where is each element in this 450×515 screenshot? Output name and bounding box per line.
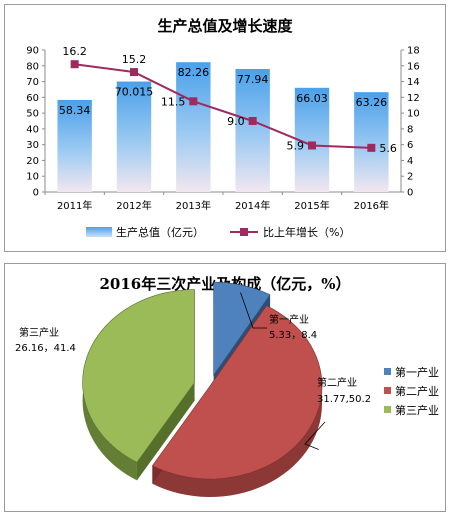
x-tick-label: 2014年 xyxy=(235,199,270,212)
pie-legend-label: 第三产业 xyxy=(395,403,439,417)
legend-growth-marker xyxy=(240,228,248,236)
gdp-data-label: 63.26 xyxy=(356,96,388,109)
y-tick-label: 30 xyxy=(26,140,39,151)
y2-tick-label: 18 xyxy=(407,46,420,57)
gdp-data-label: 82.26 xyxy=(178,66,210,79)
growth-data-label: 5.9 xyxy=(287,139,305,152)
y2-tick-label: 0 xyxy=(407,188,413,199)
pie-slice-wall xyxy=(136,382,195,481)
pie-slice-2 xyxy=(151,305,323,480)
legend-gdp-swatch xyxy=(86,227,112,237)
y2-tick-label: 12 xyxy=(407,93,420,104)
gdp-chart-panel: 生产总值及增长速度 0 10 20 30 40 50 60 70 80 90 0 2 4 6 8 10 12 14… xyxy=(4,4,446,252)
gdp-data-label: 66.03 xyxy=(296,92,328,105)
leader-line xyxy=(304,421,326,450)
y-tick-label: 80 xyxy=(26,61,39,72)
y-tick-label: 10 xyxy=(26,172,39,183)
y2-tick-label: 10 xyxy=(407,109,420,120)
growth-data-label: 9.0 xyxy=(227,115,245,128)
y-tick-label: 40 xyxy=(26,124,39,135)
gdp-combo-chart: 生产总值及增长速度 0 10 20 30 40 50 60 70 80 90 0 2 4 6 8 10 12 14… xyxy=(26,17,420,239)
pie-label-name: 第一产业 xyxy=(269,313,309,326)
y-tick-label: 60 xyxy=(26,93,39,104)
growth-line xyxy=(74,63,372,149)
x-tick-label: 2011年 xyxy=(57,199,92,212)
pie-legend-label: 第一产业 xyxy=(395,365,439,379)
x-tick-label: 2016年 xyxy=(354,199,389,212)
growth-marker xyxy=(308,141,316,150)
growth-data-label: 11.5 xyxy=(161,95,186,108)
gdp-bar xyxy=(235,69,270,192)
growth-data-label: 5.6 xyxy=(379,142,397,155)
gdp-data-label: 77.94 xyxy=(237,73,269,86)
y-tick-label: 90 xyxy=(26,46,39,57)
y2-tick-label: 16 xyxy=(407,61,420,72)
x-tick-label: 2012年 xyxy=(116,199,151,212)
growth-data-label: 15.2 xyxy=(122,53,147,66)
pie-label-name: 第二产业 xyxy=(317,376,357,389)
y2-tick-label: 8 xyxy=(407,124,413,135)
pie-legend-swatch xyxy=(384,368,391,375)
gdp-bar xyxy=(176,62,211,192)
y-tick-label: 50 xyxy=(26,109,39,120)
gdp-data-label: 70.015 xyxy=(115,86,154,99)
gdp-bar xyxy=(116,81,152,192)
industry-pie-panel: 2016年三次产业及构成（亿元，%） 第一产业5.33，8.4第二产业31.77… xyxy=(4,263,446,512)
y2-tick-label: 4 xyxy=(407,156,413,167)
pie-legend-swatch xyxy=(384,406,391,413)
pie-legend-swatch xyxy=(384,387,391,394)
pie-legend-label: 第二产业 xyxy=(395,384,439,398)
growth-marker xyxy=(70,60,79,69)
leader-line xyxy=(240,292,267,329)
y2-tick-label: 2 xyxy=(407,172,413,183)
pie-slice-side xyxy=(152,305,322,497)
pie-slice-3 xyxy=(82,289,195,463)
x-tick-label: 2015年 xyxy=(294,199,329,212)
y-tick-label: 70 xyxy=(26,77,39,88)
x-tick-label: 2013年 xyxy=(176,199,211,212)
legend-gdp-label: 生产总值（亿元） xyxy=(116,225,204,239)
industry-pie-chart: 2016年三次产业及构成（亿元，%） 第一产业5.33，8.4第二产业31.77… xyxy=(15,275,439,497)
y2-tick-label: 6 xyxy=(407,140,413,151)
growth-data-label: 16.2 xyxy=(62,45,87,58)
y-tick-label: 0 xyxy=(33,188,39,199)
growth-marker xyxy=(189,97,198,106)
growth-marker xyxy=(130,68,138,77)
growth-marker xyxy=(248,117,257,125)
gdp-data-label: 58.34 xyxy=(59,104,91,117)
growth-marker xyxy=(367,143,376,152)
gdp-chart-title: 生产总值及增长速度 xyxy=(157,17,293,35)
pie-label-value: 5.33，8.4 xyxy=(269,330,317,341)
pie-label-name: 第三产业 xyxy=(19,326,59,339)
y-tick-label: 20 xyxy=(26,156,39,167)
pie-slice-1 xyxy=(213,281,271,377)
pie-label-value: 26.16，41.4 xyxy=(15,343,76,354)
legend-growth-label: 比上年增长（%） xyxy=(263,225,350,239)
gdp-bar xyxy=(57,99,92,192)
gdp-bar xyxy=(354,92,389,192)
pie-label-value: 31.77,50.2 xyxy=(317,394,371,405)
y2-tick-label: 14 xyxy=(407,77,420,88)
